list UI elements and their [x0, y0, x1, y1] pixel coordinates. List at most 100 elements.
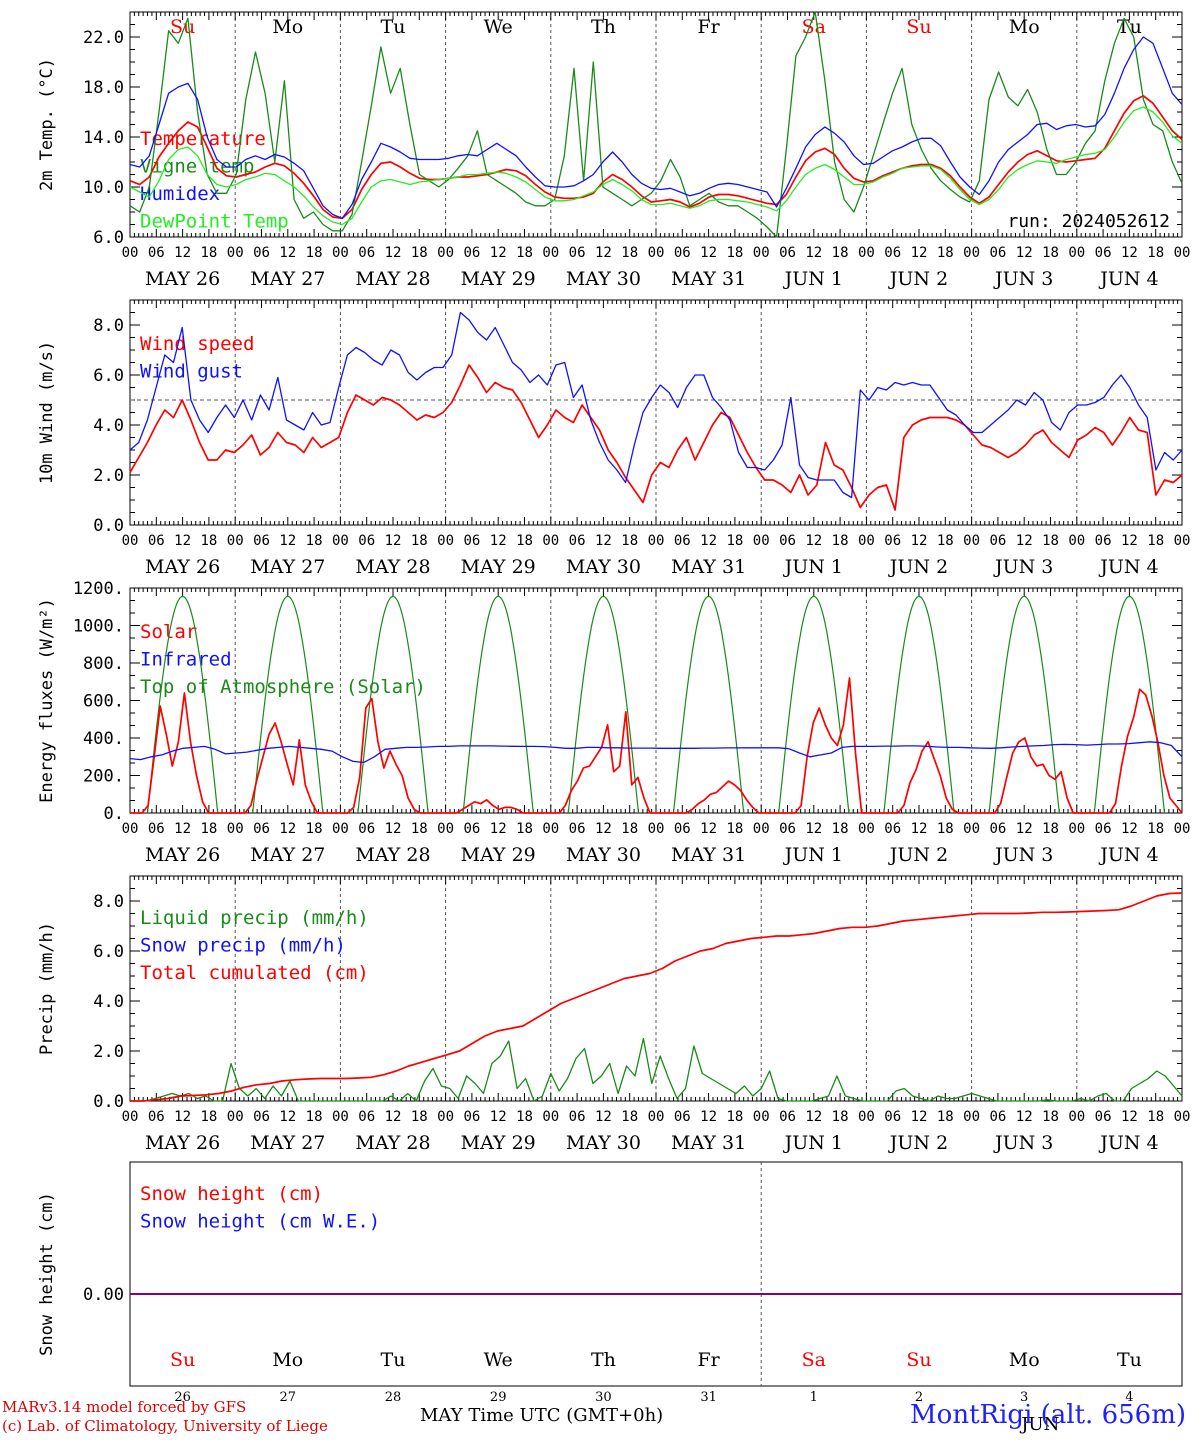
legend-entry: DewPoint Temp — [140, 211, 289, 233]
date-label: MAY 27 — [250, 844, 325, 866]
hour-tick-label: 00 — [227, 533, 244, 549]
x-axis-labels: 00 06 12 18 00 06 12 18 00 06 12 18 00 06 12 18 00 06 12 18… — [122, 1109, 1191, 1154]
hour-tick-label: 06 — [253, 533, 270, 549]
hour-tick-label: 12 — [1121, 533, 1138, 549]
weekday-label: Su — [906, 16, 931, 38]
toa-solar-series — [146, 595, 1166, 814]
hour-tick-label: 00 — [437, 821, 454, 837]
weekday-label: Tu — [381, 16, 406, 38]
hour-tick-label: 06 — [1095, 821, 1112, 837]
hour-tick-label: 18 — [1042, 821, 1059, 837]
panel-3: 0. 200. 400. 600. 800. 1000. 1200. Energy fluxe… — [37, 579, 1183, 824]
hour-tick-label: 00 — [858, 245, 875, 261]
weekday-label: Th — [591, 16, 616, 38]
date-label: MAY 30 — [566, 556, 641, 578]
day-number-label: 27 — [280, 1390, 297, 1405]
hour-tick-label: 18 — [621, 1109, 638, 1125]
hour-tick-label: 18 — [1042, 533, 1059, 549]
date-label: JUN 4 — [1098, 844, 1158, 866]
hour-tick-label: 00 — [332, 1109, 349, 1125]
date-label: JUN 1 — [783, 844, 843, 866]
hour-tick-label: 00 — [122, 821, 139, 837]
date-label: MAY 27 — [250, 556, 325, 578]
date-label: JUN 2 — [888, 556, 948, 578]
hour-tick-label: 12 — [595, 821, 612, 837]
hour-tick-label: 06 — [463, 1109, 480, 1125]
hour-tick-label: 00 — [753, 1109, 770, 1125]
y-tick-label: 600. — [83, 692, 124, 712]
y-tick-label: 2.0 — [93, 466, 124, 486]
hour-tick-label: 00 — [648, 245, 665, 261]
date-label: JUN 4 — [1098, 1132, 1158, 1154]
y-tick-label: 2.0 — [93, 1042, 124, 1062]
weekday-label: Sa — [802, 1349, 826, 1371]
y-tick-label: 6.0 — [93, 942, 124, 962]
y-tick-label: 1000. — [73, 617, 124, 637]
date-label: MAY 28 — [355, 268, 430, 290]
hour-tick-label: 06 — [358, 1109, 375, 1125]
hour-tick-label: 18 — [937, 245, 954, 261]
hour-tick-label: 12 — [490, 245, 507, 261]
legend-entry: Wind gust — [140, 361, 243, 383]
hour-tick-label: 12 — [805, 821, 822, 837]
hour-tick-label: 00 — [753, 821, 770, 837]
hour-tick-label: 12 — [490, 821, 507, 837]
hour-tick-label: 06 — [779, 533, 796, 549]
hour-tick-label: 06 — [463, 533, 480, 549]
hour-tick-label: 00 — [963, 245, 980, 261]
weekday-label: Tu — [381, 1349, 406, 1371]
y-tick-label: 4.0 — [93, 992, 124, 1012]
hour-tick-label: 06 — [989, 821, 1006, 837]
series-vigne-temp — [129, 11, 1183, 238]
x-axis-label: Time UTC (GMT+0h) — [468, 1405, 664, 1426]
date-label: MAY 28 — [355, 556, 430, 578]
station-label: MontRigi (alt. 656m) — [910, 1400, 1186, 1430]
date-label: JUN 3 — [993, 268, 1053, 290]
hour-tick-label: 12 — [911, 1109, 928, 1125]
hour-tick-label: 18 — [1147, 245, 1164, 261]
hour-tick-label: 18 — [937, 1109, 954, 1125]
hour-tick-label: 00 — [753, 245, 770, 261]
hour-tick-label: 18 — [200, 533, 217, 549]
hour-tick-label: 06 — [1095, 245, 1112, 261]
panel-1: 6.010.014.018.022.02m Temp. (°C) Temperat… — [37, 11, 1183, 248]
y-tick-label: 6.0 — [93, 228, 124, 248]
hour-tick-label: 18 — [411, 821, 428, 837]
y-tick-label: 8.0 — [93, 316, 124, 336]
hour-tick-label: 06 — [674, 1109, 691, 1125]
hour-tick-label: 18 — [937, 821, 954, 837]
hour-tick-label: 00 — [648, 821, 665, 837]
hour-tick-label: 12 — [1016, 821, 1033, 837]
hour-tick-label: 00 — [542, 245, 559, 261]
legend-entry: Snow height (cm) — [140, 1183, 323, 1205]
toa-arc — [567, 595, 640, 814]
hour-tick-label: 12 — [1016, 245, 1033, 261]
hour-tick-label: 12 — [805, 533, 822, 549]
panel-frame — [129, 1161, 1183, 1387]
hour-tick-label: 12 — [174, 821, 191, 837]
hour-tick-label: 06 — [253, 821, 270, 837]
date-label: JUN 1 — [783, 268, 843, 290]
legend-entry: Snow height (cm W.E.) — [140, 1211, 380, 1233]
date-label: JUN 3 — [993, 844, 1053, 866]
weekday-label: Su — [906, 1349, 931, 1371]
day-number-label: 1 — [810, 1390, 818, 1405]
date-label: MAY 27 — [250, 268, 325, 290]
hour-tick-label: 06 — [674, 821, 691, 837]
toa-arc — [462, 595, 534, 814]
date-label: MAY 29 — [461, 268, 536, 290]
x-axis-title: MAY Time UTC (GMT+0h) — [420, 1405, 663, 1426]
footer-credits: MARv3.14 model forced by GFS (c) Lab. of… — [2, 1398, 328, 1436]
hour-tick-label: 18 — [1042, 1109, 1059, 1125]
hour-tick-label: 00 — [1068, 1109, 1085, 1125]
date-label: JUN 4 — [1098, 556, 1158, 578]
series-solar — [130, 677, 1183, 814]
hour-tick-label: 18 — [306, 533, 323, 549]
hour-tick-label: 18 — [1147, 821, 1164, 837]
hour-tick-label: 18 — [200, 245, 217, 261]
toa-arc — [672, 595, 745, 814]
series-humidex — [129, 36, 1183, 219]
hour-tick-label: 18 — [516, 245, 533, 261]
hour-tick-label: 06 — [253, 245, 270, 261]
